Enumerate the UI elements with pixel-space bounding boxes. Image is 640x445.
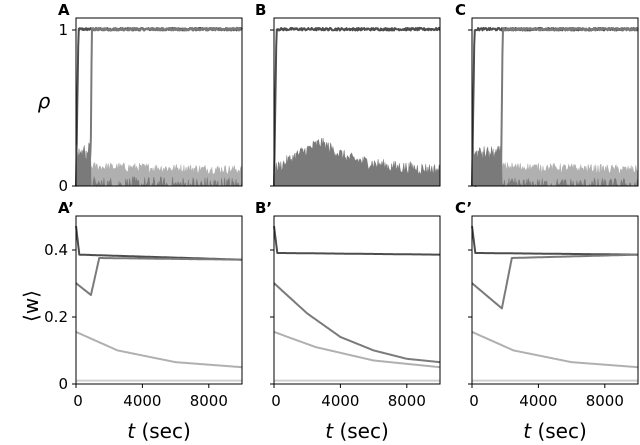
panel-a: A 0 1	[58, 1, 243, 195]
panel-a-prime: A’ 0 0.2 0.4 0 4000 8000 t (sec)	[44, 199, 243, 443]
panel-c-prime-xtick-label-0: 0	[469, 392, 479, 410]
panel-a-label: A	[58, 1, 70, 19]
panel-c-prime-xtick-label-1: 4000	[519, 392, 557, 410]
panel-a-frame	[75, 17, 243, 187]
panel-b-frame	[273, 17, 441, 187]
panel-a-prime-xaxis-unit: (sec)	[141, 419, 190, 443]
panel-c-prime-xaxis-unit: (sec)	[537, 419, 586, 443]
panel-a-prime-series-middle	[75, 257, 243, 296]
panel-b: B	[255, 1, 441, 187]
panel-c-prime-series	[471, 225, 639, 382]
panel-b-prime-series-middle	[273, 282, 441, 364]
panel-a-prime-xtick-label-2: 8000	[190, 392, 228, 410]
panel-a-series-background-b	[75, 142, 243, 188]
panel-a-prime-series-top	[75, 225, 243, 261]
panel-b-prime: B’ 0 4000 8000 t (sec)	[255, 199, 441, 443]
panel-c-prime-xtick-label-2: 8000	[586, 392, 624, 410]
panel-b-prime-xtick-label-0: 0	[271, 392, 281, 410]
panel-a-prime-ytick-label-0: 0	[58, 375, 68, 393]
panel-a-prime-label: A’	[58, 199, 74, 217]
panel-a-prime-frame	[75, 215, 243, 385]
panel-a-prime-series	[75, 225, 243, 382]
panel-a-series-switching	[75, 26, 243, 187]
panel-b-series-plateau	[273, 26, 441, 187]
panel-a-prime-ytick-label-1: 0.2	[44, 308, 68, 326]
panel-c-prime: C’ 0 4000 8000 t (sec)	[455, 199, 639, 443]
panel-a-ytick-label-1: 1	[58, 21, 68, 39]
panel-b-prime-series-top	[273, 225, 441, 256]
panel-a-prime-xtick-label-1: 4000	[123, 392, 161, 410]
panel-c-prime-frame	[471, 215, 639, 385]
panel-a-series-plateau	[75, 26, 243, 186]
panel-b-prime-xtick-label-2: 8000	[388, 392, 426, 410]
panel-a-prime-ytick-label-2: 0.4	[44, 241, 68, 259]
panel-c-series-background-b	[471, 145, 639, 188]
panel-b-prime-series-lower	[273, 330, 441, 369]
panel-a-prime-xaxis-title: t (sec)	[127, 419, 191, 443]
panel-b-prime-label: B’	[255, 199, 272, 217]
panel-b-prime-xaxis-var: t	[325, 419, 334, 443]
panel-b-series	[273, 26, 441, 187]
panel-c-series	[471, 26, 639, 188]
panel-c-prime-xaxis-var: t	[523, 419, 532, 443]
panel-a-ytick-label-0: 0	[58, 177, 68, 195]
w-axis-title: ⟨w⟩	[19, 290, 43, 322]
panel-c-prime-series-top	[471, 225, 639, 256]
panel-b-series-background	[273, 137, 441, 187]
panel-b-label: B	[255, 1, 266, 19]
panel-c-prime-series-lower	[471, 331, 639, 369]
panel-b-prime-frame	[273, 215, 441, 385]
panel-c-frame	[471, 17, 639, 187]
panel-c: C	[455, 1, 639, 188]
panel-c-prime-series-middle	[471, 253, 639, 310]
panel-c-label: C	[455, 1, 466, 19]
panel-c-prime-xaxis-title: t (sec)	[523, 419, 587, 443]
panel-c-prime-label: C’	[455, 199, 472, 217]
panel-a-prime-xtick-label-0: 0	[73, 392, 83, 410]
rho-axis-title: ρ	[38, 89, 51, 113]
panel-a-prime-series-lower	[75, 331, 243, 369]
panel-a-prime-xaxis-var: t	[127, 419, 136, 443]
panel-a-series-background-a	[75, 149, 243, 187]
panel-b-prime-xaxis-title: t (sec)	[325, 419, 389, 443]
panel-b-prime-xaxis-unit: (sec)	[339, 419, 388, 443]
panel-b-prime-series	[273, 225, 441, 382]
panel-a-series	[75, 26, 243, 188]
panel-b-prime-xtick-label-1: 4000	[321, 392, 359, 410]
